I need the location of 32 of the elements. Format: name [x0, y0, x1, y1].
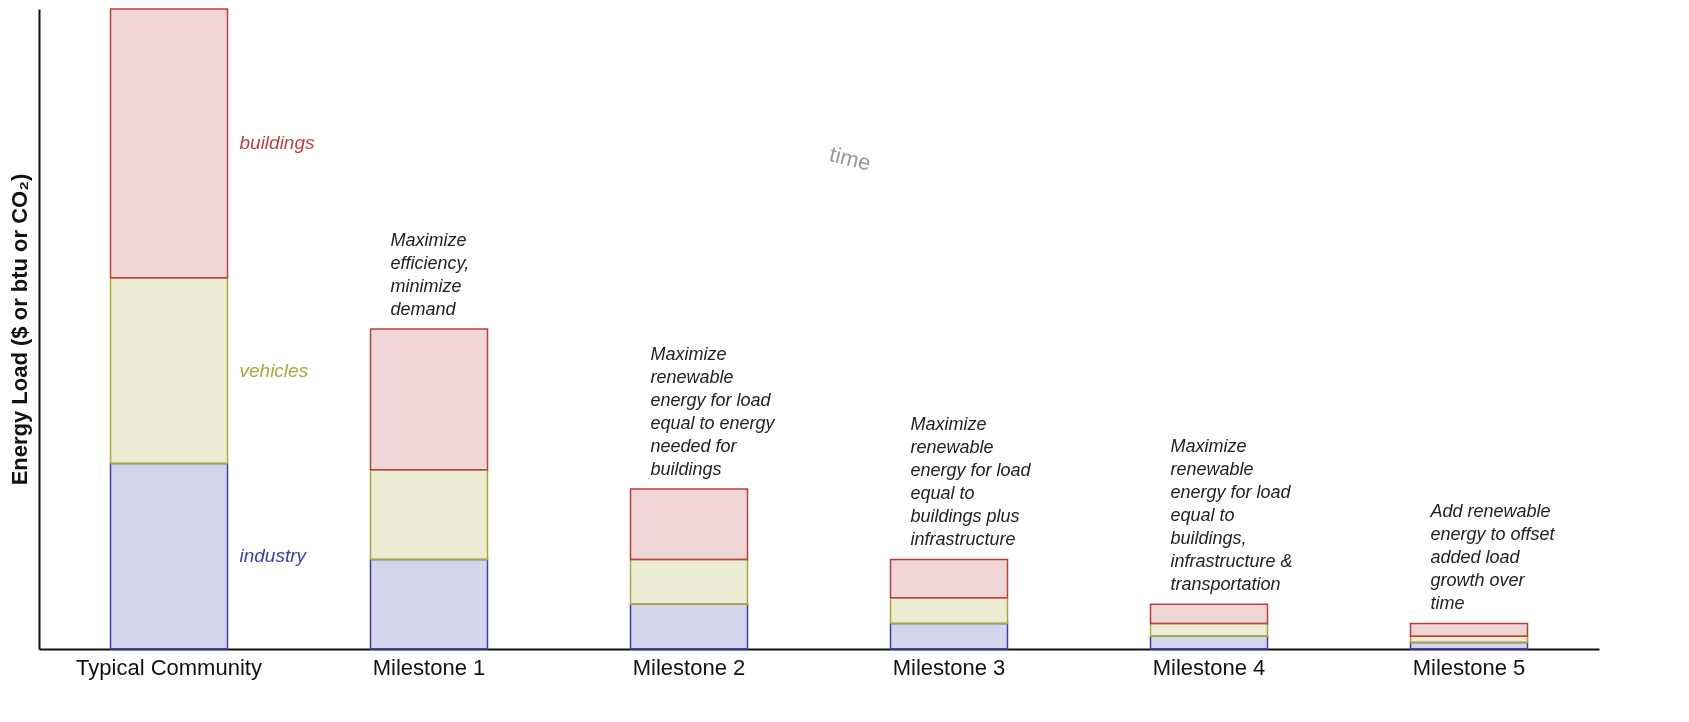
bar: [1149, 622, 1269, 637]
annotation: Maximize renewable energy for load equal to energy needed for buildings: [650, 344, 776, 479]
bar: [1409, 622, 1529, 637]
bar: [889, 597, 1009, 625]
bar: [369, 469, 489, 561]
series-label: buildings: [239, 132, 315, 154]
x-tick-label: Milestone 2: [632, 654, 746, 680]
y-axis-title: Energy Load ($ or btu or CO₂): [6, 173, 32, 486]
bar: [1149, 635, 1269, 650]
annotation: Maximize efficiency, minimize demand: [390, 230, 470, 319]
x-tick-label: Typical Community: [76, 654, 262, 680]
bar: [109, 8, 229, 279]
bar: [109, 462, 229, 650]
bar: [1149, 603, 1269, 625]
annotation: time: [827, 141, 874, 176]
bar: [369, 328, 489, 471]
series-label: vehicles: [239, 359, 309, 381]
annotation: Maximize renewable energy for load equal to buildings plus infrastructure: [910, 414, 1032, 550]
bar: [629, 603, 749, 650]
x-tick-label: Milestone 5: [1412, 654, 1526, 680]
bar: [109, 277, 229, 465]
bar: [889, 622, 1009, 650]
x-tick-label: Milestone 4: [1152, 654, 1266, 680]
bar: [369, 558, 489, 650]
annotation: Maximize renewable energy for load equal to buildings, infrastructure & transportation: [1170, 436, 1293, 595]
series-label: industry: [239, 545, 308, 567]
bar: [629, 488, 749, 561]
bar: [629, 558, 749, 605]
x-tick-label: Milestone 1: [372, 654, 486, 680]
annotation: Add renewable energy to offset added load growth over time: [1429, 501, 1556, 614]
x-tick-label: Milestone 3: [892, 654, 1006, 680]
bar: [889, 558, 1009, 599]
